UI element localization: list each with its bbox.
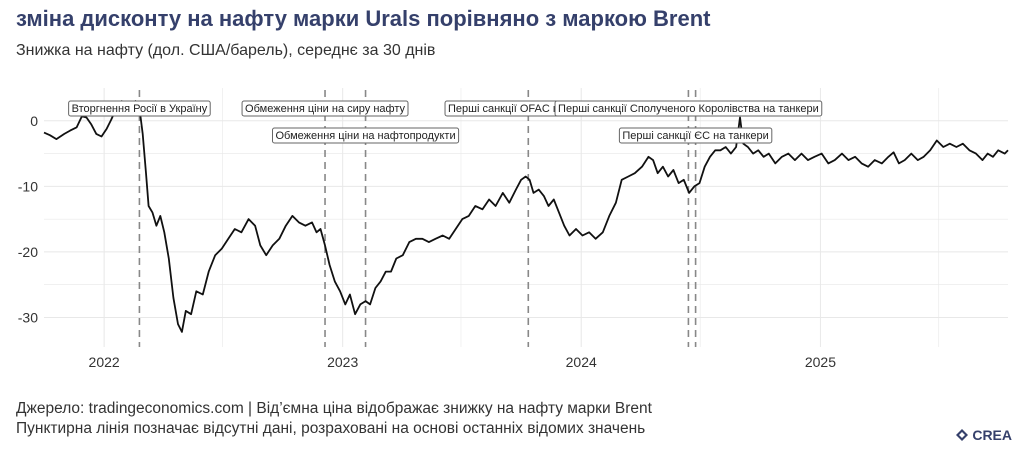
- chart-title: зміна дисконту на нафту марки Urals порі…: [16, 6, 711, 31]
- x-tick-label: 2023: [327, 354, 358, 370]
- y-tick-label: -30: [18, 309, 38, 325]
- event-label: Перші санкції Сполученого Королівства на…: [554, 100, 823, 117]
- event-label-box: [68, 100, 211, 117]
- crea-logo: CREA: [955, 427, 1012, 443]
- event-label-text: Вторгнення Росії в Україну: [72, 103, 208, 115]
- event-labels: Вторгнення Росії в Україну Обмеження ціни…: [68, 100, 823, 144]
- event-label-box: [554, 100, 823, 117]
- event-label-text: Перші санкції ЄС на танкери: [622, 130, 768, 142]
- event-label-text: Перші санкції Сполученого Королівства на…: [558, 103, 819, 115]
- y-tick-label: -10: [18, 178, 38, 194]
- event-label: Перші санкції ЄС на танкери: [618, 127, 773, 144]
- grid: [44, 88, 1008, 347]
- event-label: Обмеження ціни на сиру нафту: [241, 100, 409, 117]
- series-line: [43, 100, 1009, 333]
- event-label-box: [271, 127, 460, 144]
- event-label: Обмеження ціни на нафтопродукти: [271, 127, 460, 144]
- y-tick-label: -20: [18, 244, 38, 260]
- chart-subtitle: Знижка на нафту (дол. США/барель), серед…: [16, 42, 436, 59]
- event-label-box: [241, 100, 409, 117]
- event-label-text: Обмеження ціни на нафтопродукти: [275, 130, 455, 142]
- event-label-text: Обмеження ціни на сиру нафту: [245, 103, 405, 115]
- dashed-line-note: Пунктирна лінія позначає відсутні дані, …: [16, 420, 646, 437]
- crea-logo-text: CREA: [972, 427, 1012, 443]
- source-note: Джерело: tradingeconomics.com | Від’ємна…: [16, 400, 652, 417]
- axes: 0 -10 -20 -30 2022 2023 2024 2025: [18, 113, 836, 370]
- crea-logo-icon: [956, 429, 969, 441]
- x-tick-label: 2025: [805, 354, 836, 370]
- x-tick-label: 2022: [89, 354, 120, 370]
- event-label-box: [618, 127, 773, 144]
- event-label: Вторгнення Росії в Україну: [68, 100, 211, 117]
- series: [43, 100, 1009, 333]
- x-tick-label: 2024: [566, 354, 597, 370]
- y-tick-label: 0: [30, 113, 38, 129]
